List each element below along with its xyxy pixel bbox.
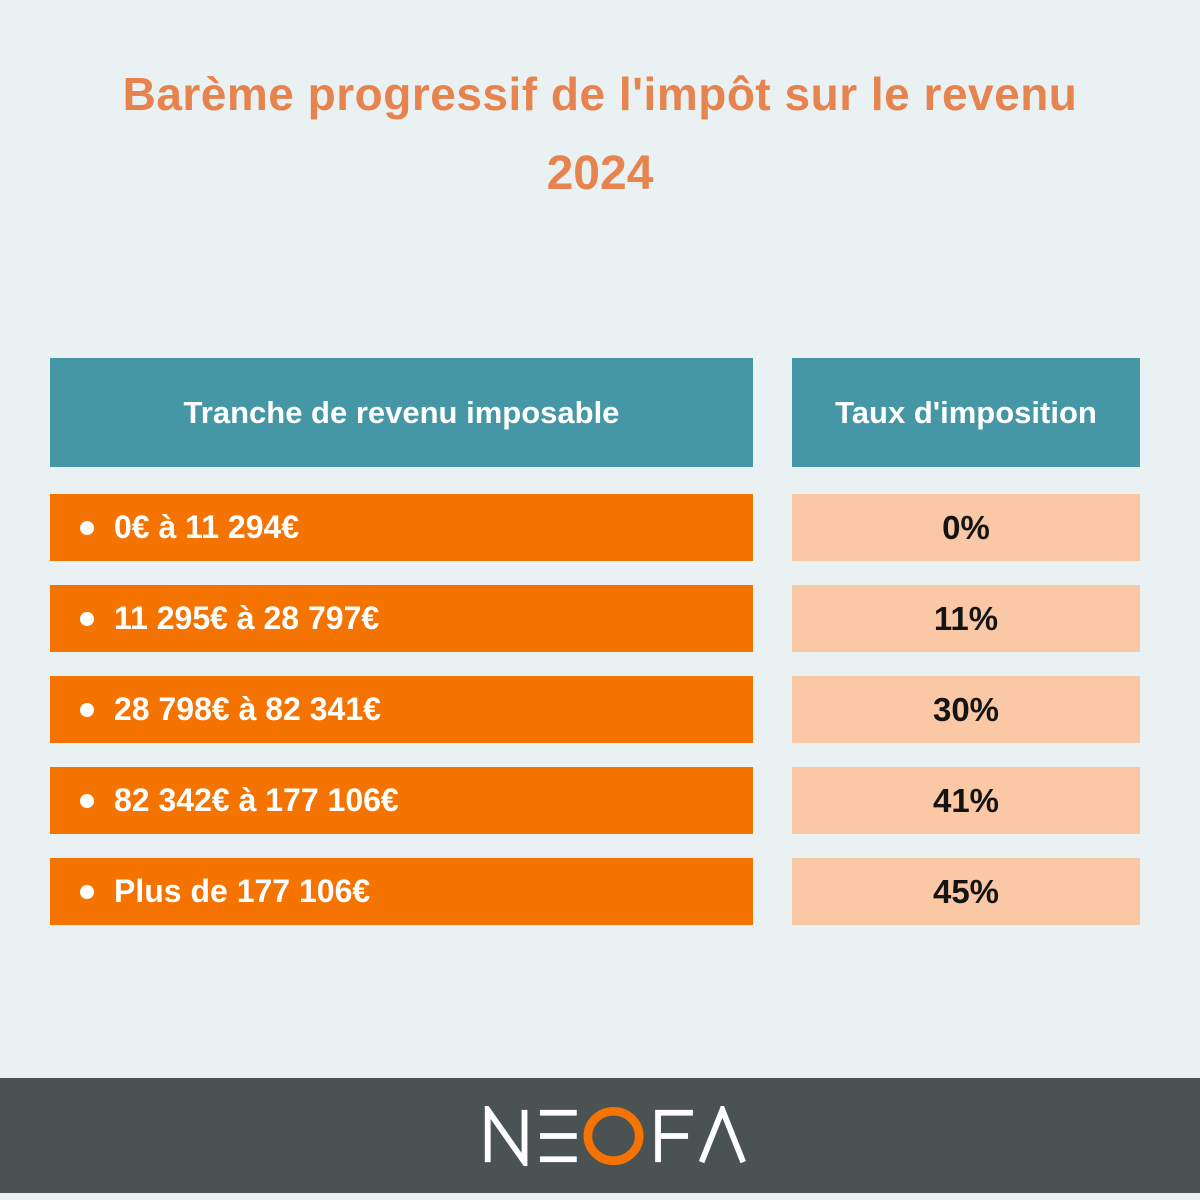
column-header-bracket: Tranche de revenu imposable — [50, 358, 753, 467]
table-row-bracket: • 0€ à 11 294€ — [50, 494, 753, 561]
table-row-rate: 30% — [792, 676, 1140, 743]
logo-letter-o — [583, 1106, 644, 1165]
footer-bar — [0, 1078, 1200, 1193]
title-line-1: Barème progressif de l'impôt sur le reve… — [122, 68, 1078, 120]
logo-letter-n — [484, 1105, 527, 1166]
table-row-rate: 45% — [792, 858, 1140, 925]
bracket-label: 0€ à 11 294€ — [114, 509, 300, 545]
rate-value: 0% — [942, 508, 990, 546]
bullet-icon: • — [80, 793, 94, 808]
page-title: Barème progressif de l'impôt sur le reve… — [0, 56, 1200, 216]
column-header-rate: Taux d'imposition — [792, 358, 1140, 467]
column-header-bracket-label: Tranche de revenu imposable — [183, 394, 620, 430]
column-header-rate-label: Taux d'imposition — [835, 394, 1097, 430]
rate-value: 41% — [932, 781, 1000, 819]
bullet-icon: • — [80, 702, 94, 717]
bullet-icon: • — [80, 520, 94, 535]
table-row-bracket: • 82 342€ à 177 106€ — [50, 767, 753, 834]
table-row-bracket: • Plus de 177 106€ — [50, 858, 753, 925]
rate-value: 11% — [933, 599, 999, 637]
logo-letter-e — [539, 1109, 577, 1162]
neofa-logo — [484, 1105, 746, 1166]
logo-letter-f — [654, 1109, 693, 1162]
bracket-label: 28 798€ à 82 341€ — [114, 691, 381, 727]
table-row-rate: 41% — [792, 767, 1140, 834]
rate-value: 45% — [932, 872, 1000, 910]
bracket-label: 11 295€ à 28 797€ — [114, 600, 380, 636]
table-row-bracket: • 28 798€ à 82 341€ — [50, 676, 753, 743]
rate-value: 30% — [932, 690, 1000, 728]
bracket-label: Plus de 177 106€ — [114, 873, 371, 909]
table-row-rate: 0% — [792, 494, 1140, 561]
title-line-2: 2024 — [546, 147, 654, 200]
bracket-label: 82 342€ à 177 106€ — [114, 782, 399, 818]
logo-letter-a — [698, 1105, 746, 1163]
table-row-rate: 11% — [792, 585, 1140, 652]
bullet-icon: • — [80, 884, 94, 899]
table-row-bracket: • 11 295€ à 28 797€ — [50, 585, 753, 652]
bullet-icon: • — [80, 611, 94, 626]
